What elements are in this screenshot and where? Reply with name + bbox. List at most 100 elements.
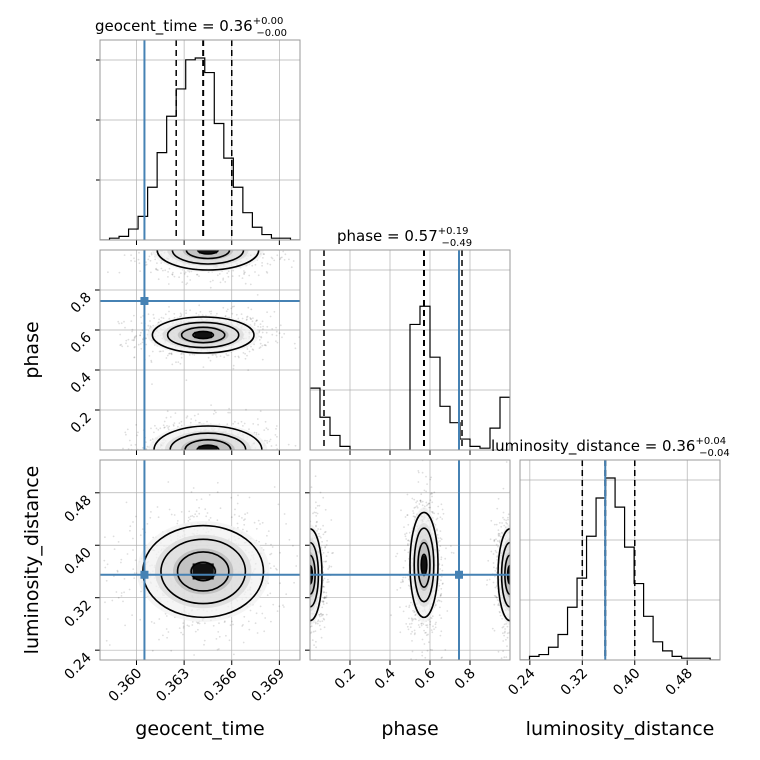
- sample-point: [218, 648, 220, 650]
- sample-point: [399, 587, 402, 589]
- sample-point: [244, 513, 247, 516]
- sample-point: [152, 455, 154, 457]
- sample-point: [257, 274, 260, 277]
- sample-point: [227, 241, 229, 243]
- sample-point: [163, 456, 165, 458]
- sample-point: [133, 336, 136, 339]
- sample-point: [295, 565, 298, 567]
- sample-point: [204, 622, 206, 625]
- sample-point: [284, 253, 287, 256]
- sample-point: [104, 601, 106, 604]
- sample-point: [202, 240, 204, 242]
- sample-point: [127, 458, 129, 460]
- sample-point: [126, 345, 129, 348]
- sample-point: [168, 508, 171, 511]
- sample-point: [174, 246, 176, 248]
- sample-point: [424, 656, 427, 659]
- sample-point: [269, 263, 272, 266]
- sample-point: [246, 318, 248, 321]
- sample-point: [439, 537, 442, 539]
- sample-point: [256, 294, 259, 296]
- sample-point: [181, 281, 184, 283]
- sample-point: [180, 242, 182, 244]
- sample-point: [130, 259, 133, 262]
- sample-point: [322, 600, 325, 603]
- sample-point: [417, 471, 420, 474]
- sample-point: [156, 268, 158, 271]
- sample-point: [304, 558, 306, 560]
- sample-point: [305, 581, 307, 583]
- sample-point: [131, 339, 134, 341]
- sample-point: [190, 247, 192, 249]
- sample-point: [308, 554, 310, 556]
- sample-point: [196, 454, 198, 456]
- sample-point: [166, 636, 169, 639]
- sample-point: [200, 498, 203, 500]
- sample-point: [209, 240, 211, 242]
- sample-point: [145, 451, 147, 453]
- sample-point: [213, 241, 215, 243]
- sample-point: [195, 456, 197, 458]
- sample-point: [257, 325, 259, 328]
- sample-point: [211, 246, 213, 248]
- sample-point: [310, 625, 313, 627]
- sample-point: [241, 625, 244, 627]
- sample-point: [192, 458, 194, 460]
- sample-point: [195, 499, 198, 501]
- sample-point: [303, 590, 305, 592]
- sample-point: [116, 569, 119, 572]
- sample-point: [232, 269, 235, 272]
- sample-point: [322, 533, 325, 536]
- sample-point: [240, 244, 242, 246]
- sample-point: [276, 243, 278, 245]
- sample-point: [390, 614, 392, 617]
- sample-point: [176, 520, 179, 522]
- sample-point: [440, 617, 443, 619]
- sample-point: [421, 500, 424, 503]
- density-peak: [198, 445, 218, 450]
- sample-point: [285, 453, 287, 455]
- sample-point: [222, 456, 224, 458]
- sample-point: [271, 246, 273, 248]
- sample-point: [212, 413, 215, 415]
- sample-point: [216, 519, 219, 522]
- sample-point: [440, 630, 443, 633]
- sample-point: [285, 523, 287, 525]
- sample-point: [255, 527, 258, 530]
- sample-point: [324, 560, 327, 563]
- sample-point: [318, 613, 321, 616]
- sample-point: [186, 452, 188, 454]
- sample-point: [192, 487, 195, 489]
- sample-point: [192, 247, 194, 249]
- sample-point: [224, 281, 227, 283]
- sample-point: [444, 557, 447, 560]
- sample-point: [188, 665, 190, 667]
- sample-point: [233, 244, 235, 246]
- sample-point: [165, 357, 168, 359]
- panel-frame: [99, 459, 301, 661]
- sample-point: [198, 246, 200, 248]
- sample-point: [176, 247, 178, 249]
- sample-point: [441, 564, 444, 567]
- sample-point: [97, 445, 99, 447]
- sample-point: [404, 560, 407, 562]
- sample-point: [117, 320, 120, 323]
- sample-point: [293, 581, 295, 584]
- sample-point: [222, 243, 224, 245]
- sample-point: [210, 241, 212, 243]
- sample-point: [155, 267, 158, 270]
- sample-point: [126, 428, 129, 431]
- sample-point: [440, 558, 443, 561]
- x-tick-label: 0.2: [332, 666, 359, 693]
- sample-point: [173, 454, 175, 456]
- sample-point: [134, 335, 137, 338]
- sample-point: [156, 262, 158, 264]
- sample-point: [198, 304, 201, 307]
- sample-point: [304, 581, 306, 583]
- sample-point: [249, 609, 252, 612]
- sample-point: [193, 414, 196, 417]
- sample-point: [157, 429, 160, 431]
- sample-point: [302, 536, 304, 538]
- sample-point: [229, 246, 231, 248]
- sample-point: [214, 247, 216, 249]
